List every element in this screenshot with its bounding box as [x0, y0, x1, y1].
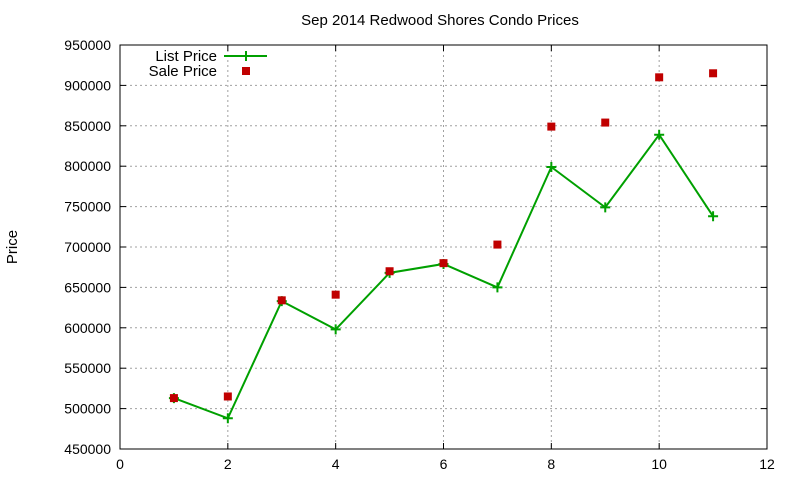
sale-price-point [709, 69, 718, 78]
sale-price-point [277, 296, 286, 305]
x-tick-label: 2 [224, 456, 232, 472]
list-price-point [600, 202, 611, 213]
sale-price-point [493, 240, 502, 249]
x-tick-label: 4 [332, 456, 340, 472]
y-tick-label: 500000 [64, 401, 111, 417]
chart-title: Sep 2014 Redwood Shores Condo Prices [301, 12, 579, 29]
list-price-point [546, 162, 557, 173]
y-tick-label: 450000 [64, 441, 111, 457]
sale-price-point [655, 73, 664, 82]
list-price-point [654, 129, 665, 140]
legend-label-list-price: List Price [155, 48, 217, 65]
sale-price-point [439, 259, 448, 268]
y-tick-label: 900000 [64, 77, 111, 93]
sale-price-point [169, 394, 178, 403]
list-price-point [492, 282, 503, 293]
sale-price-point [223, 392, 232, 401]
legend-marker-sale-price [242, 67, 250, 75]
y-tick-label: 550000 [64, 360, 111, 376]
y-tick-label: 600000 [64, 320, 111, 336]
legend-marker-list-price [241, 51, 251, 61]
x-tick-label: 0 [116, 456, 124, 472]
legend: List Price Sale Price [149, 48, 267, 80]
list-price-point [330, 324, 341, 335]
sale-price-point [331, 290, 340, 299]
plot-frame [119, 44, 768, 450]
sale-price-point [385, 267, 394, 276]
legend-item-list-price: List Price [155, 48, 267, 65]
y-tick-label: 950000 [64, 37, 111, 53]
y-tick-label: 700000 [64, 239, 111, 255]
y-tick-label: 800000 [64, 158, 111, 174]
list-price-point [708, 211, 719, 222]
x-tick-label: 6 [440, 456, 448, 472]
y-tick-label: 750000 [64, 199, 111, 215]
x-tick-label: 8 [547, 456, 555, 472]
y-axis-label: Price [4, 230, 21, 264]
x-tick-label: 10 [651, 456, 667, 472]
legend-label-sale-price: Sale Price [149, 63, 217, 80]
sale-price-point [601, 118, 610, 127]
data-series [168, 69, 719, 424]
x-tick-label: 12 [759, 456, 775, 472]
y-tick-label: 850000 [64, 118, 111, 134]
list-price-point [222, 413, 233, 424]
grid-lines [120, 45, 767, 449]
legend-item-sale-price: Sale Price [149, 63, 250, 80]
sale-price-point [547, 122, 556, 131]
y-tick-label: 650000 [64, 279, 111, 295]
